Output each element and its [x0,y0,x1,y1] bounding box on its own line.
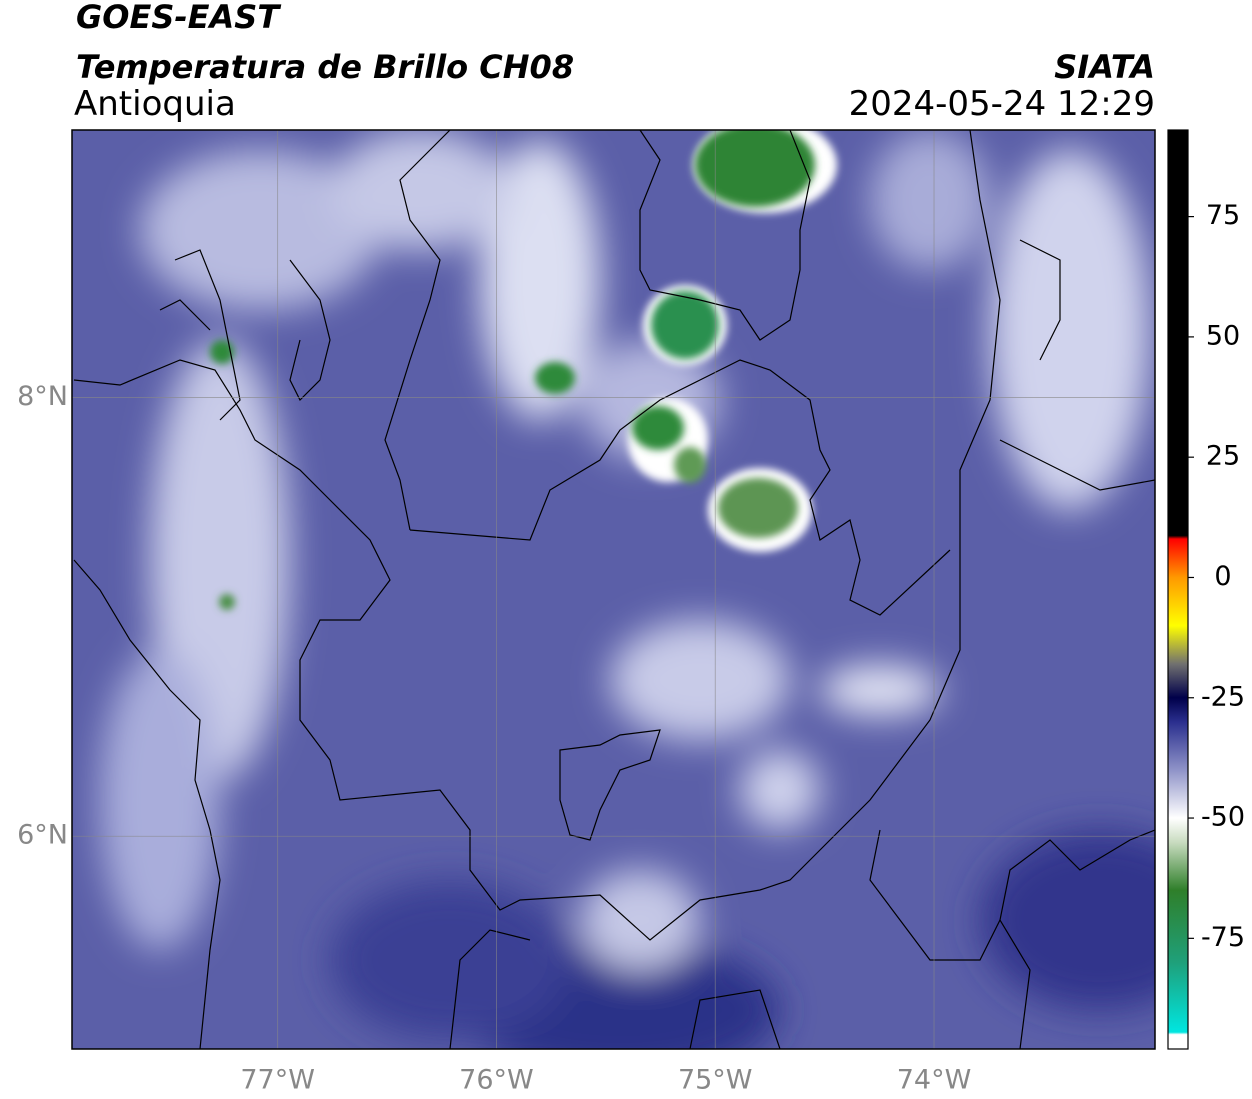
colorbar [1167,129,1189,1050]
colorbar-tick-label: 75 [1206,200,1240,231]
y-tick-label: 6°N [17,820,68,851]
x-tick-label: 75°W [678,1065,753,1096]
x-tick-label: 77°W [240,1065,315,1096]
colorbar-tick-label: 0 [1214,561,1231,592]
map-image [72,130,1155,1049]
colorbar-tick-label: -75 [1201,922,1245,953]
map-frame [71,129,1156,1050]
satellite: GOES-EAST [76,0,281,36]
colorbar-tick-label: -50 [1201,802,1245,833]
grid [72,130,1155,1049]
source: SIATA [1054,48,1155,86]
region: Antioquia [74,84,236,124]
x-tick-label: 76°W [459,1065,534,1096]
colorbar-tick-label: -25 [1201,681,1245,712]
product: Temperatura de Brillo CH08 [76,48,574,86]
x-tick-label: 74°W [897,1065,972,1096]
datetime: 2024-05-24 12:29 [849,84,1155,124]
y-tick-label: 8°N [17,381,68,412]
colorbar-tick-label: 50 [1206,320,1240,351]
colorbar-tick-label: 25 [1206,441,1240,472]
